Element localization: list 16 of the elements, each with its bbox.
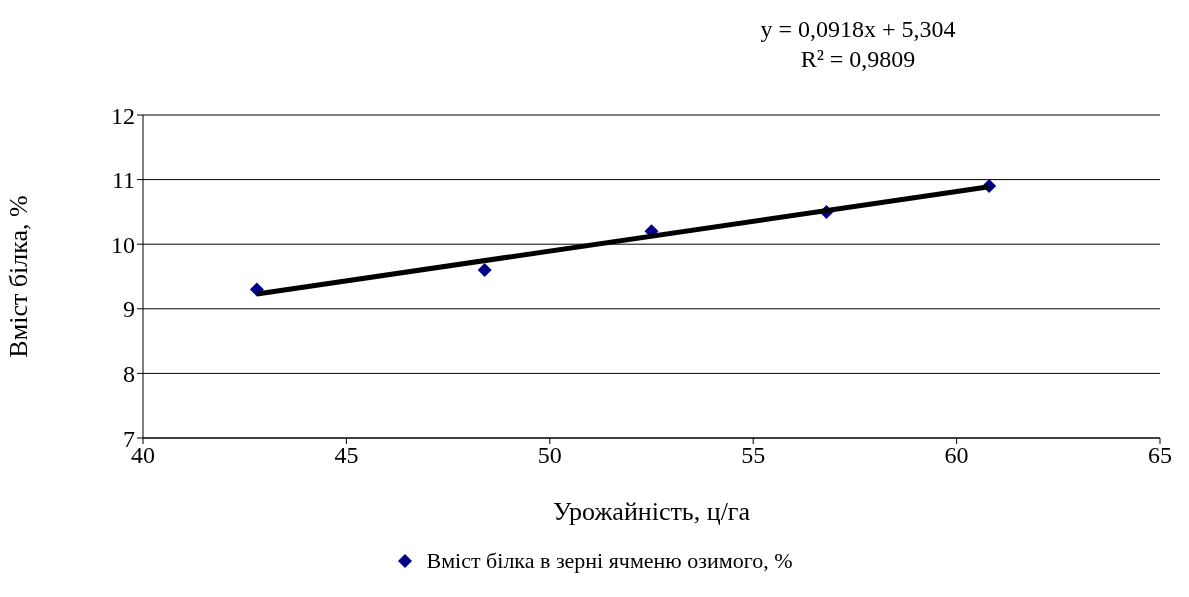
- text: R² = 0,9809: [799, 45, 917, 74]
- x-tick-label: 60: [944, 442, 969, 469]
- x-tick-label: 45: [334, 442, 359, 469]
- y-tick-label: 12: [111, 102, 135, 129]
- y-tick-label: 11: [111, 167, 135, 194]
- y-tick-label: 8: [123, 360, 135, 387]
- x-tick-label: 50: [537, 442, 562, 469]
- y-axis-title: Вміст білка, %: [4, 195, 34, 358]
- x-axis-title: Урожайність, ц/га: [552, 497, 751, 526]
- y-tick-label: 9: [123, 296, 135, 323]
- text: y = 0,0918x + 5,304: [759, 15, 957, 44]
- point: [477, 263, 492, 278]
- x-tick-label: 65: [1148, 442, 1172, 469]
- legend-label: Вміст білка в зерні ячменю озимого, %: [426, 548, 793, 574]
- x-tick-label: 55: [741, 442, 766, 469]
- y-tick-label: 10: [111, 231, 135, 258]
